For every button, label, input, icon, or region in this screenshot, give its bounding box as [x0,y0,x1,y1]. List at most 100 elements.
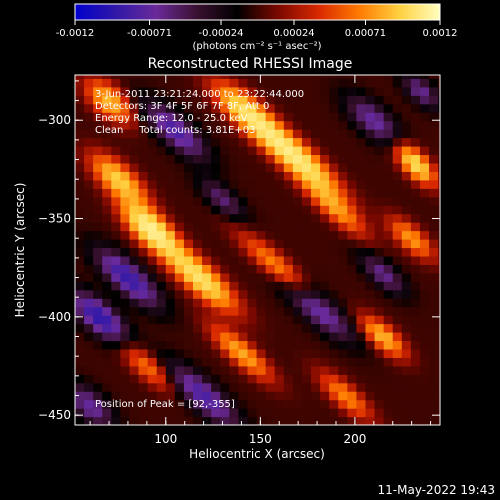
heatmap-cell [292,391,303,401]
heatmap-cell [365,162,376,172]
heatmap-cell [220,272,230,282]
heatmap-cell [129,75,140,79]
heatmap-cell [292,137,303,147]
heatmap-cell [438,171,440,181]
heatmap-cell [438,289,440,299]
heatmap-cell [311,264,321,274]
heatmap-cell [338,416,348,425]
heatmap-cell [383,78,394,88]
heatmap-cell [311,188,321,198]
heatmap-cell [256,171,267,181]
heatmap-cell [356,399,367,409]
heatmap-cell [147,374,158,384]
heatmap-cell [193,264,203,274]
heatmap-cell [102,86,112,96]
heatmap-cell [238,315,249,325]
heatmap-cell [320,196,330,206]
heatmap-cell [147,75,158,79]
heatmap-cell [265,137,276,147]
heatmap-cell [292,103,303,113]
heatmap-cell [138,196,149,206]
heatmap-cell [329,382,339,392]
heatmap-cell [174,171,185,181]
heatmap-cell [120,213,131,223]
heatmap-cell [193,162,203,172]
heatmap-cell [138,399,149,409]
heatmap-cell [401,306,412,316]
heatmap-cell [238,129,249,139]
heatmap-cell [111,179,121,189]
heatmap-cell [311,416,321,425]
heatmap-cell [256,315,267,325]
heatmap-cell [301,365,312,375]
heatmap-cell [365,306,376,316]
heatmap-cell [147,103,158,113]
heatmap-cell [193,86,203,96]
heatmap-cell [320,281,330,291]
heatmap-cell [193,137,203,147]
heatmap-cell [311,408,321,418]
heatmap-cell [75,145,85,156]
heatmap-cell [183,103,194,113]
heatmap-cell [356,331,367,342]
heatmap-cell [229,75,239,79]
heatmap-cell [75,348,85,358]
heatmap-cell [311,86,321,96]
heatmap-cell [193,230,203,240]
heatmap-cell [338,86,348,96]
plot-frame [74,74,441,426]
heatmap-cell [329,129,339,139]
heatmap-cell [311,112,321,122]
heatmap-cell [419,162,430,172]
heatmap-cell [229,137,239,147]
heatmap-cell [274,348,285,358]
heatmap-cell [410,272,421,282]
heatmap-cell [356,112,367,122]
colorbar-gradient [74,3,441,21]
heatmap-cell [111,145,121,156]
heatmap-cell [174,357,185,367]
heatmap-cell [93,255,103,265]
heatmap-cell [211,340,221,350]
heatmap-cell [93,205,103,215]
heatmap-cell [292,75,303,79]
heatmap-cell [429,162,439,172]
heatmap-cell [392,365,403,375]
heatmap-cell [138,272,149,282]
heatmap-cell [329,289,339,299]
heatmap-cell [365,416,376,425]
heatmap-cell [93,78,103,88]
heatmap-cell [202,365,212,375]
heatmap-cell [338,323,348,333]
heatmap-cell [429,272,439,282]
heatmap-cell [220,382,230,392]
heatmap-cell [229,306,239,316]
heatmap-cell [229,222,239,232]
heatmap-cell [311,391,321,401]
heatmap-cell [329,162,339,172]
heatmap-cell [147,416,158,425]
heatmap-cell [292,348,303,358]
heatmap-cell [383,289,394,299]
heatmap-cell [129,179,140,189]
heatmap-cell [356,357,367,367]
heatmap-cell [320,298,330,308]
heatmap-cell [174,75,185,79]
heatmap-cell [220,222,230,232]
heatmap-cell [93,391,103,401]
heatmap-cell [174,306,185,316]
heatmap-cell [111,95,121,105]
heatmap-cell [84,255,94,265]
heatmap-cell [429,365,439,375]
heatmap-cell [356,382,367,392]
heatmap-cell [147,331,158,342]
heatmap-cell [292,255,303,265]
heatmap-cell [356,281,367,291]
heatmap-cell [265,222,276,232]
heatmap-cell [220,264,230,274]
heatmap-cell [347,129,358,139]
heatmap-cell [410,137,421,147]
heatmap-cell [311,348,321,358]
heatmap-cell [274,112,285,122]
heatmap-cell [356,365,367,375]
